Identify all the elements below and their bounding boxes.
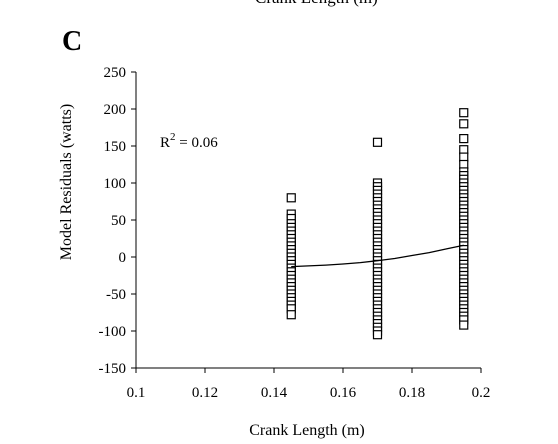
data-point	[286, 193, 296, 203]
data-point	[372, 330, 383, 340]
r-squared-base: R	[160, 135, 170, 151]
data-point	[459, 145, 469, 155]
x-tick-label: 0.16	[330, 385, 357, 401]
r-squared-superscript: 2	[170, 131, 176, 143]
y-axis-title: Model Residuals (watts)	[58, 104, 75, 260]
r-squared-annotation: R2 = 0.06	[160, 131, 218, 151]
x-axis: 0.1 0.12 0.14 0.16 0.18 0.2	[127, 367, 491, 401]
data-points	[286, 108, 469, 340]
x-tick-label: 0.2	[472, 385, 491, 401]
r-squared-value: = 0.06	[176, 135, 219, 151]
y-tick-label: 200	[104, 102, 127, 118]
x-tick-label: 0.18	[399, 385, 425, 401]
data-point	[459, 134, 469, 144]
x-axis-title: Crank Length (m)	[249, 422, 365, 439]
data-point	[459, 320, 469, 330]
x-tick-label: 0.14	[261, 385, 288, 401]
clipped-top-text-container: Crank Length (m)	[0, 0, 558, 12]
y-tick-label: 250	[104, 65, 127, 81]
y-tick-label: -100	[99, 324, 127, 340]
data-point	[459, 119, 469, 129]
panel-label: C	[62, 26, 83, 57]
y-axis: 250 200 150 100 50 0 -50 -100 -150	[99, 65, 137, 377]
y-tick-label: 0	[119, 250, 127, 266]
clipped-top-text: Crank Length (m)	[255, 0, 378, 8]
y-tick-label: 100	[104, 176, 127, 192]
y-tick-label: 150	[104, 139, 127, 155]
data-point	[286, 310, 296, 320]
x-tick-label: 0.12	[192, 385, 218, 401]
trend-line	[291, 244, 464, 268]
data-point	[372, 137, 383, 147]
x-tick-label: 0.1	[127, 385, 146, 401]
y-tick-label: -50	[106, 287, 126, 303]
data-point	[459, 108, 469, 118]
y-tick-label: 50	[111, 213, 126, 229]
y-tick-label: -150	[99, 361, 127, 377]
